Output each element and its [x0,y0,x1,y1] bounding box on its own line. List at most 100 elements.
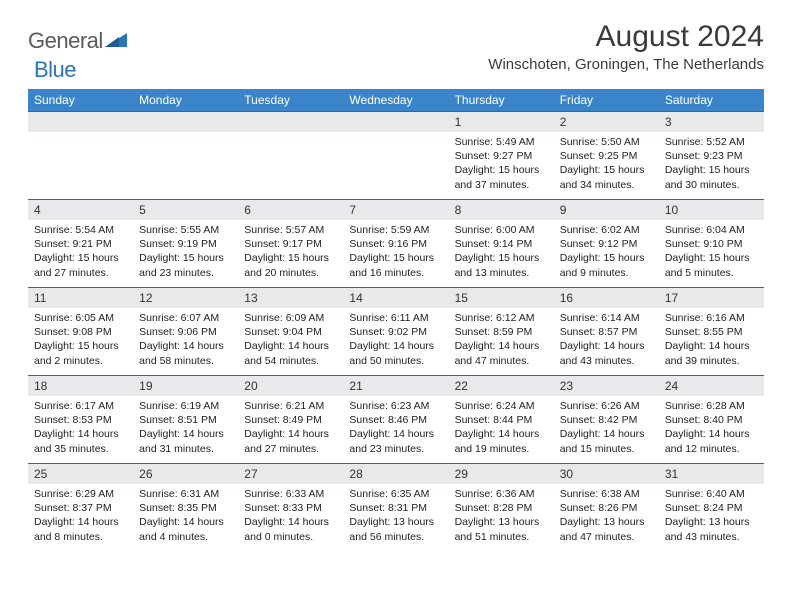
day-number: 5 [133,200,238,220]
day-number: 26 [133,464,238,484]
day-body: Sunrise: 6:09 AMSunset: 9:04 PMDaylight:… [238,308,343,372]
day-body: Sunrise: 6:40 AMSunset: 8:24 PMDaylight:… [659,484,764,548]
calendar-cell: 9Sunrise: 6:02 AMSunset: 9:12 PMDaylight… [554,200,659,288]
day-body: Sunrise: 6:28 AMSunset: 8:40 PMDaylight:… [659,396,764,460]
day-body: Sunrise: 6:12 AMSunset: 8:59 PMDaylight:… [449,308,554,372]
calendar-cell: 11Sunrise: 6:05 AMSunset: 9:08 PMDayligh… [28,288,133,376]
day-number: 28 [343,464,448,484]
day-number: 2 [554,112,659,132]
day-number: 24 [659,376,764,396]
day-body: Sunrise: 5:50 AMSunset: 9:25 PMDaylight:… [554,132,659,196]
day-number: 31 [659,464,764,484]
day-number: 4 [28,200,133,220]
calendar-cell: 14Sunrise: 6:11 AMSunset: 9:02 PMDayligh… [343,288,448,376]
dayhead-fri: Friday [554,89,659,112]
day-body: Sunrise: 5:55 AMSunset: 9:19 PMDaylight:… [133,220,238,284]
day-body: Sunrise: 6:24 AMSunset: 8:44 PMDaylight:… [449,396,554,460]
calendar-cell: 25Sunrise: 6:29 AMSunset: 8:37 PMDayligh… [28,464,133,552]
calendar-cell: 30Sunrise: 6:38 AMSunset: 8:26 PMDayligh… [554,464,659,552]
day-body: Sunrise: 6:05 AMSunset: 9:08 PMDaylight:… [28,308,133,372]
day-body: Sunrise: 6:19 AMSunset: 8:51 PMDaylight:… [133,396,238,460]
day-body: Sunrise: 5:52 AMSunset: 9:23 PMDaylight:… [659,132,764,196]
logo-text-2: Blue [34,57,76,83]
calendar-cell: 23Sunrise: 6:26 AMSunset: 8:42 PMDayligh… [554,376,659,464]
dayhead-sun: Sunday [28,89,133,112]
day-body: Sunrise: 6:02 AMSunset: 9:12 PMDaylight:… [554,220,659,284]
calendar-cell: 28Sunrise: 6:35 AMSunset: 8:31 PMDayligh… [343,464,448,552]
calendar-cell [28,112,133,200]
calendar-cell: 18Sunrise: 6:17 AMSunset: 8:53 PMDayligh… [28,376,133,464]
day-body: Sunrise: 6:00 AMSunset: 9:14 PMDaylight:… [449,220,554,284]
day-number: 10 [659,200,764,220]
calendar-cell: 24Sunrise: 6:28 AMSunset: 8:40 PMDayligh… [659,376,764,464]
calendar-cell: 5Sunrise: 5:55 AMSunset: 9:19 PMDaylight… [133,200,238,288]
day-body: Sunrise: 6:36 AMSunset: 8:28 PMDaylight:… [449,484,554,548]
calendar-cell: 13Sunrise: 6:09 AMSunset: 9:04 PMDayligh… [238,288,343,376]
day-number: 7 [343,200,448,220]
location: Winschoten, Groningen, The Netherlands [488,56,764,73]
day-number: 3 [659,112,764,132]
day-body: Sunrise: 6:11 AMSunset: 9:02 PMDaylight:… [343,308,448,372]
day-body: Sunrise: 5:54 AMSunset: 9:21 PMDaylight:… [28,220,133,284]
calendar-row: 11Sunrise: 6:05 AMSunset: 9:08 PMDayligh… [28,288,764,376]
calendar-cell [343,112,448,200]
calendar-cell: 21Sunrise: 6:23 AMSunset: 8:46 PMDayligh… [343,376,448,464]
day-body: Sunrise: 6:35 AMSunset: 8:31 PMDaylight:… [343,484,448,548]
day-number: 27 [238,464,343,484]
calendar-cell: 8Sunrise: 6:00 AMSunset: 9:14 PMDaylight… [449,200,554,288]
dayhead-sat: Saturday [659,89,764,112]
day-number: 8 [449,200,554,220]
day-body: Sunrise: 5:59 AMSunset: 9:16 PMDaylight:… [343,220,448,284]
day-number: 13 [238,288,343,308]
day-body: Sunrise: 6:38 AMSunset: 8:26 PMDaylight:… [554,484,659,548]
month-title: August 2024 [488,20,764,54]
day-number: 20 [238,376,343,396]
calendar-cell: 26Sunrise: 6:31 AMSunset: 8:35 PMDayligh… [133,464,238,552]
dayhead-thu: Thursday [449,89,554,112]
calendar-cell [133,112,238,200]
day-body: Sunrise: 6:29 AMSunset: 8:37 PMDaylight:… [28,484,133,548]
day-body: Sunrise: 6:31 AMSunset: 8:35 PMDaylight:… [133,484,238,548]
day-number-empty [28,112,133,132]
logo-text-1: General [28,28,103,54]
day-number: 21 [343,376,448,396]
dayhead-wed: Wednesday [343,89,448,112]
day-number: 16 [554,288,659,308]
day-body: Sunrise: 6:14 AMSunset: 8:57 PMDaylight:… [554,308,659,372]
calendar-row: 25Sunrise: 6:29 AMSunset: 8:37 PMDayligh… [28,464,764,552]
calendar-cell: 31Sunrise: 6:40 AMSunset: 8:24 PMDayligh… [659,464,764,552]
calendar-page: General August 2024 Winschoten, Groninge… [0,0,792,572]
day-header-row: Sunday Monday Tuesday Wednesday Thursday… [28,89,764,112]
calendar-row: 1Sunrise: 5:49 AMSunset: 9:27 PMDaylight… [28,112,764,200]
calendar-cell: 3Sunrise: 5:52 AMSunset: 9:23 PMDaylight… [659,112,764,200]
calendar-cell: 4Sunrise: 5:54 AMSunset: 9:21 PMDaylight… [28,200,133,288]
day-number: 22 [449,376,554,396]
calendar-row: 18Sunrise: 6:17 AMSunset: 8:53 PMDayligh… [28,376,764,464]
logo: General [28,28,127,54]
calendar-cell: 10Sunrise: 6:04 AMSunset: 9:10 PMDayligh… [659,200,764,288]
day-number: 18 [28,376,133,396]
calendar-row: 4Sunrise: 5:54 AMSunset: 9:21 PMDaylight… [28,200,764,288]
calendar-cell: 15Sunrise: 6:12 AMSunset: 8:59 PMDayligh… [449,288,554,376]
calendar-cell: 6Sunrise: 5:57 AMSunset: 9:17 PMDaylight… [238,200,343,288]
day-number-empty [343,112,448,132]
calendar-cell: 17Sunrise: 6:16 AMSunset: 8:55 PMDayligh… [659,288,764,376]
calendar-cell: 12Sunrise: 6:07 AMSunset: 9:06 PMDayligh… [133,288,238,376]
day-number: 17 [659,288,764,308]
day-number: 19 [133,376,238,396]
calendar-cell: 22Sunrise: 6:24 AMSunset: 8:44 PMDayligh… [449,376,554,464]
day-body: Sunrise: 6:16 AMSunset: 8:55 PMDaylight:… [659,308,764,372]
day-number: 30 [554,464,659,484]
title-block: August 2024 Winschoten, Groningen, The N… [488,20,764,73]
calendar-cell: 16Sunrise: 6:14 AMSunset: 8:57 PMDayligh… [554,288,659,376]
day-body: Sunrise: 6:21 AMSunset: 8:49 PMDaylight:… [238,396,343,460]
calendar-cell [238,112,343,200]
day-body: Sunrise: 6:33 AMSunset: 8:33 PMDaylight:… [238,484,343,548]
day-number: 14 [343,288,448,308]
day-number: 9 [554,200,659,220]
day-number: 11 [28,288,133,308]
calendar-body: 1Sunrise: 5:49 AMSunset: 9:27 PMDaylight… [28,112,764,552]
day-body: Sunrise: 6:17 AMSunset: 8:53 PMDaylight:… [28,396,133,460]
calendar-cell: 19Sunrise: 6:19 AMSunset: 8:51 PMDayligh… [133,376,238,464]
calendar-cell: 20Sunrise: 6:21 AMSunset: 8:49 PMDayligh… [238,376,343,464]
